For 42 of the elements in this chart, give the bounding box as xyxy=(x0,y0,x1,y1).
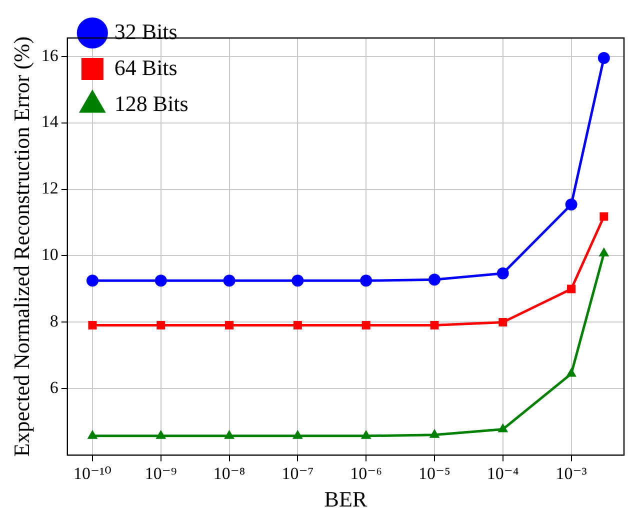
legend-label: 64 Bits xyxy=(114,54,178,80)
y-tick-label: 12 xyxy=(41,178,58,198)
point xyxy=(156,320,166,330)
x-tick-label: 10⁻⁴ xyxy=(486,464,519,483)
point xyxy=(362,320,370,330)
legend-label: 128 Bits xyxy=(114,90,188,116)
point xyxy=(360,430,372,439)
y-tick-label: 6 xyxy=(50,378,58,398)
y-tick-label: 10 xyxy=(41,245,58,264)
y-tick-label: 14 xyxy=(41,112,59,132)
point xyxy=(292,430,303,439)
point xyxy=(430,320,439,330)
x-tick-label: 10⁻⁷ xyxy=(282,464,314,483)
point xyxy=(566,368,576,377)
point xyxy=(86,274,98,287)
point xyxy=(156,430,166,439)
point xyxy=(565,198,578,211)
y-axis-title: Expected Normalized Reconstruction Error (%) xyxy=(8,36,34,457)
x-tick-label: 10⁻⁸ xyxy=(213,464,246,483)
point xyxy=(292,274,304,287)
point xyxy=(154,274,167,287)
x-tick-label: 10⁻¹⁰ xyxy=(74,464,112,483)
point xyxy=(88,320,97,330)
point xyxy=(498,318,508,326)
point xyxy=(567,284,576,294)
point xyxy=(496,267,509,280)
point xyxy=(360,274,372,287)
point xyxy=(87,430,98,439)
point xyxy=(429,428,440,438)
x-tick-label: 10⁻⁹ xyxy=(144,464,177,483)
x-axis-title: BER xyxy=(324,486,368,512)
point xyxy=(428,274,440,286)
point xyxy=(223,274,236,287)
x-tick-label: 10⁻³ xyxy=(556,464,587,483)
y-tick-label: 8 xyxy=(50,312,58,331)
point xyxy=(498,423,508,432)
point xyxy=(293,320,302,330)
y-tick-label: 16 xyxy=(41,46,58,65)
point xyxy=(224,430,234,439)
x-tick-label: 10⁻⁶ xyxy=(350,464,382,483)
point xyxy=(225,320,234,330)
x-tick-label: 10⁻⁵ xyxy=(418,464,450,483)
